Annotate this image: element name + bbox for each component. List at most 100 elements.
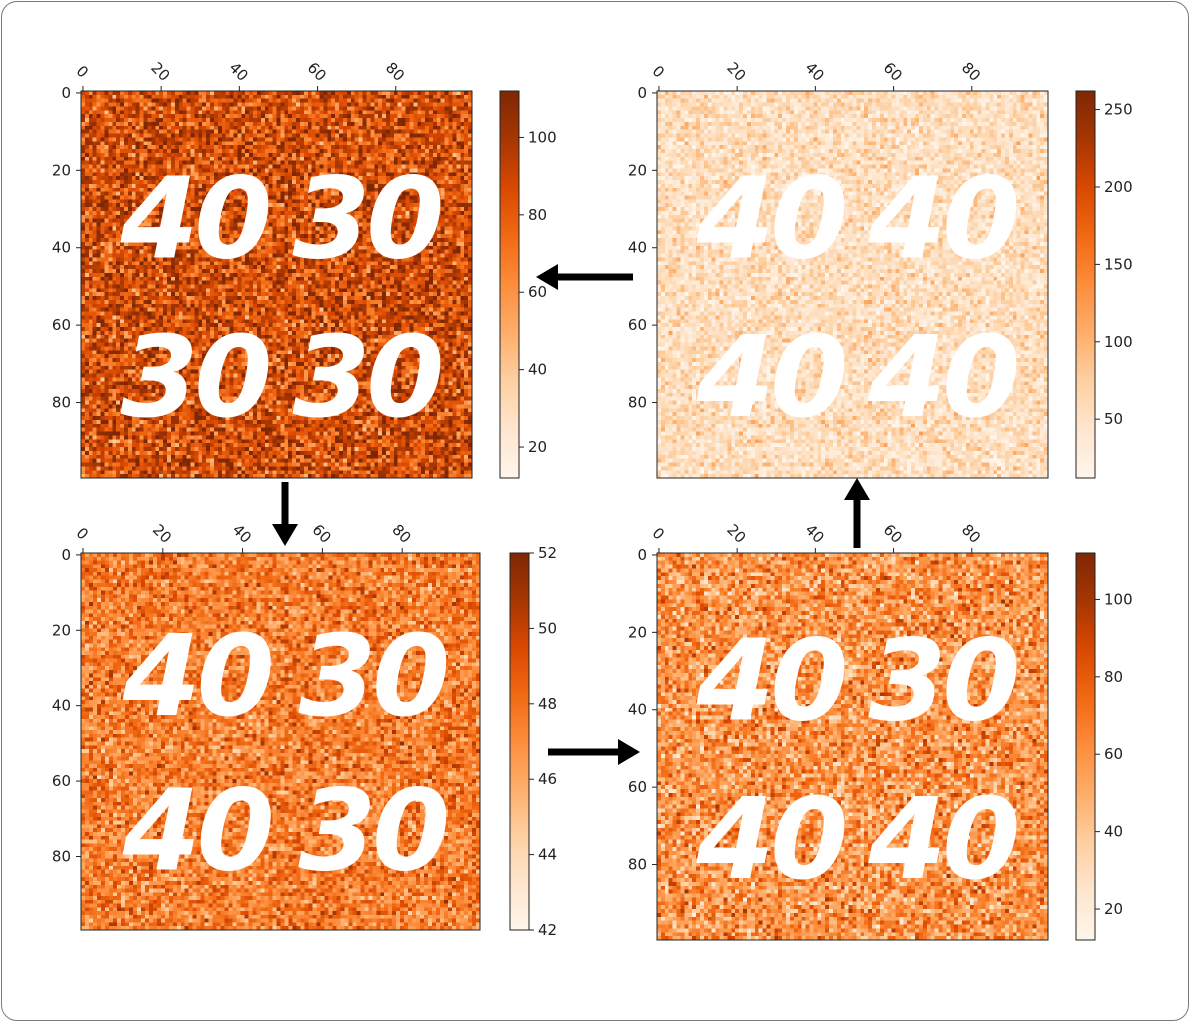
x-tick-label: 40 [229, 521, 255, 547]
colorbar-tick-label: 100 [528, 128, 557, 146]
colorbar-tick-label: 60 [528, 283, 547, 301]
overlay-number: 40 [868, 775, 1017, 905]
overlay-number: 30 [298, 767, 446, 897]
colorbar-tick-label: 200 [1104, 178, 1133, 196]
x-tick-label: 20 [147, 59, 173, 85]
heatmap-image [81, 553, 480, 930]
heatmap-image [81, 91, 472, 478]
overlay-number: 30 [869, 616, 1017, 746]
x-tick-label: 40 [226, 59, 252, 85]
colorbar-tick-label: 48 [538, 695, 557, 713]
x-tick-label: 20 [723, 521, 749, 547]
arrow-right-panel-to-top-left [536, 264, 633, 290]
overlay-number: 40 [695, 154, 844, 284]
y-tick-label: 0 [637, 546, 647, 564]
x-tick-label: 20 [723, 59, 749, 85]
colorbar [1075, 90, 1096, 479]
y-tick-label: 60 [628, 778, 647, 796]
colorbar-tick-label: 50 [538, 619, 557, 637]
y-tick-label: 40 [52, 697, 71, 715]
overlay-number: 40 [695, 313, 844, 443]
y-tick-label: 80 [628, 856, 647, 874]
y-tick-label: 40 [628, 239, 647, 257]
arrow-head [272, 524, 298, 546]
overlay-number: 40 [695, 616, 844, 746]
y-tick-label: 80 [52, 394, 71, 412]
x-tick-label: 80 [958, 59, 984, 85]
y-tick-label: 20 [52, 161, 71, 179]
y-tick-label: 60 [52, 772, 71, 790]
colorbar-tick-label: 46 [538, 770, 557, 788]
colorbar-tick-label: 250 [1104, 101, 1133, 119]
overlay-number: 30 [298, 612, 446, 742]
y-tick-label: 20 [628, 623, 647, 641]
arrow-bottom-right-to-top-right [844, 478, 870, 548]
y-tick-label: 40 [628, 701, 647, 719]
arrow-head [536, 264, 558, 290]
arrow-head [618, 739, 640, 765]
colorbar-tick-label: 44 [538, 846, 557, 864]
colorbar-tick-label: 20 [528, 438, 547, 456]
plot-frame [656, 90, 1049, 479]
colorbar-tick-label: 20 [1104, 900, 1123, 918]
colorbar [499, 90, 520, 479]
colorbar-tick-label: 60 [1104, 745, 1123, 763]
x-tick-label: 0 [73, 62, 92, 81]
overlay-number: 30 [293, 154, 441, 284]
colorbar-tick-label: 52 [538, 544, 557, 562]
y-tick-label: 60 [52, 316, 71, 334]
y-tick-label: 0 [637, 84, 647, 102]
x-tick-label: 60 [880, 521, 906, 547]
colorbar-tick-label: 100 [1104, 333, 1133, 351]
colorbar-tick-label: 80 [528, 206, 547, 224]
overlay-number: 30 [293, 313, 441, 443]
x-tick-label: 60 [880, 59, 906, 85]
overlay-number: 40 [119, 154, 268, 284]
x-tick-label: 0 [73, 524, 92, 543]
colorbar-tick-label: 80 [1104, 668, 1123, 686]
y-tick-label: 20 [52, 621, 71, 639]
x-tick-label: 80 [382, 59, 408, 85]
colorbar-tick-label: 100 [1104, 590, 1133, 608]
overlay-number: 40 [868, 154, 1017, 284]
y-tick-label: 80 [628, 394, 647, 412]
overlay-number: 40 [695, 775, 844, 905]
arrow-bottom-left-to-bottom-right [548, 739, 640, 765]
plot-frame [80, 90, 473, 479]
colorbar-tick-label: 40 [528, 361, 547, 379]
y-tick-label: 20 [628, 161, 647, 179]
x-tick-label: 80 [958, 521, 984, 547]
y-tick-label: 0 [61, 546, 71, 564]
y-tick-label: 0 [61, 84, 71, 102]
colorbar-tick-label: 42 [538, 921, 557, 939]
colorbar-tick-label: 150 [1104, 255, 1133, 273]
x-tick-label: 0 [649, 62, 668, 81]
heatmap-image [657, 91, 1048, 478]
colorbar [1075, 552, 1096, 941]
y-tick-label: 60 [628, 316, 647, 334]
x-tick-label: 60 [304, 59, 330, 85]
colorbar-tick-label: 50 [1104, 410, 1123, 428]
arrow-top-left-to-bottom-left [272, 482, 298, 546]
overlay-number: 30 [120, 313, 268, 443]
overlay-number: 40 [122, 767, 271, 897]
x-tick-label: 20 [149, 521, 175, 547]
x-tick-label: 40 [802, 521, 828, 547]
y-tick-label: 80 [52, 847, 71, 865]
x-tick-label: 60 [309, 521, 335, 547]
x-tick-label: 80 [388, 521, 414, 547]
overlay-number: 40 [868, 313, 1017, 443]
heatmap-image [657, 553, 1048, 940]
plot-frame [80, 552, 481, 931]
arrow-head [844, 478, 870, 500]
plot-frame [656, 552, 1049, 941]
x-tick-label: 40 [802, 59, 828, 85]
x-tick-label: 0 [649, 524, 668, 543]
overlay-number: 40 [122, 612, 271, 742]
colorbar-tick-label: 40 [1104, 823, 1123, 841]
